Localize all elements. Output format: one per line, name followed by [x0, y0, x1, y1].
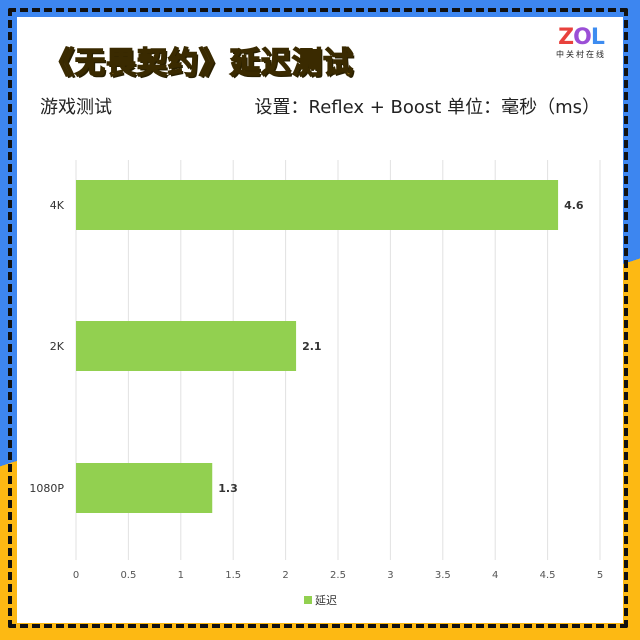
category-label: 2K: [50, 340, 65, 353]
category-label: 4K: [50, 199, 65, 212]
bar-2K: [76, 321, 297, 371]
x-tick-label: 3.5: [435, 570, 451, 581]
legend-label: 延迟: [315, 594, 337, 607]
x-tick-label: 3: [387, 570, 393, 581]
dashed-border: [8, 8, 628, 628]
x-tick-label: 4: [492, 570, 498, 581]
x-tick-label: 5: [597, 570, 603, 581]
zol-logo: ZOL 中关村在线: [556, 25, 606, 60]
x-tick-label: 4.5: [540, 570, 556, 581]
x-tick-label: 2.5: [330, 570, 346, 581]
chart-title: 《无畏契约》延迟测试: [43, 45, 354, 82]
data-label: 2.1: [302, 340, 322, 353]
bar-4K: [76, 180, 559, 230]
logo-subtitle: 中关村在线: [556, 50, 606, 59]
test-label: 游戏测试: [40, 97, 112, 118]
x-tick-label: 1: [178, 570, 184, 581]
chart-panel: [17, 17, 623, 623]
data-label: 1.3: [218, 482, 238, 495]
x-tick-label: 2: [282, 570, 288, 581]
category-label: 1080P: [29, 482, 64, 495]
x-tick-label: 0: [73, 570, 79, 581]
settings-unit-label: 设置：Reflex + Boost 单位：毫秒（ms）: [254, 97, 601, 118]
x-tick-label: 0.5: [120, 570, 136, 581]
x-tick-label: 1.5: [225, 570, 241, 581]
data-label: 4.6: [564, 199, 584, 212]
bar-1080P: [76, 463, 213, 513]
legend-swatch: [304, 596, 312, 604]
